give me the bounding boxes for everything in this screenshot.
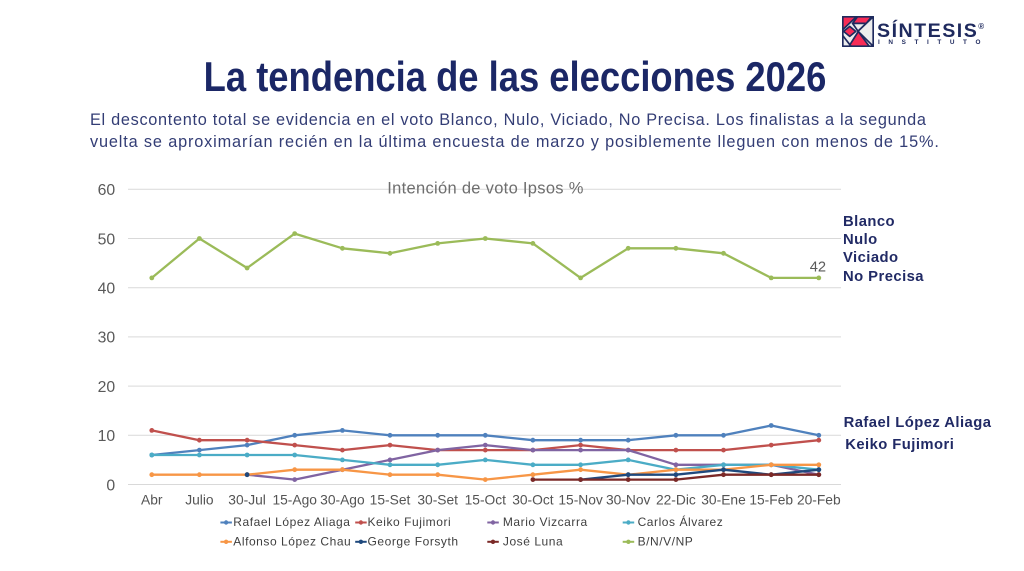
svg-text:15-Nov: 15-Nov [558,493,603,508]
svg-text:20: 20 [98,379,116,396]
svg-text:Keiko Fujimori: Keiko Fujimori [368,515,452,529]
svg-text:15-Oct: 15-Oct [465,493,507,508]
svg-text:30-Set: 30-Set [417,493,458,508]
svg-text:15-Ago: 15-Ago [272,493,317,508]
svg-text:Rafael López Aliaga: Rafael López Aliaga [233,515,350,529]
svg-text:30-Ene: 30-Ene [701,493,746,508]
svg-text:B/N/V/NP: B/N/V/NP [638,534,694,548]
svg-text:30: 30 [98,330,116,347]
svg-text:Intención de voto Ipsos %: Intención de voto Ipsos % [387,179,583,197]
svg-text:22-Dic: 22-Dic [656,493,696,508]
svg-text:George Forsyth: George Forsyth [368,534,459,548]
svg-text:0: 0 [106,477,115,494]
svg-text:50: 50 [98,231,116,248]
svg-text:30-Oct: 30-Oct [512,493,554,508]
svg-text:10: 10 [98,428,116,445]
svg-text:30-Ago: 30-Ago [320,493,365,508]
svg-text:15-Set: 15-Set [370,493,411,508]
svg-text:40: 40 [98,280,116,297]
svg-text:Alfonso López Chau: Alfonso López Chau [233,534,351,548]
svg-text:15-Feb: 15-Feb [749,493,793,508]
svg-text:Carlos Álvarez: Carlos Álvarez [638,514,724,529]
svg-text:20-Feb: 20-Feb [797,493,841,508]
svg-text:Mario Vizcarra: Mario Vizcarra [503,515,588,529]
svg-text:30-Jul: 30-Jul [228,493,266,508]
svg-text:Julio: Julio [185,493,214,508]
svg-text:42: 42 [810,260,826,276]
svg-text:30-Nov: 30-Nov [606,493,651,508]
svg-text:60: 60 [98,182,116,199]
svg-text:José Luna: José Luna [503,534,563,548]
svg-text:Abr: Abr [141,493,163,508]
